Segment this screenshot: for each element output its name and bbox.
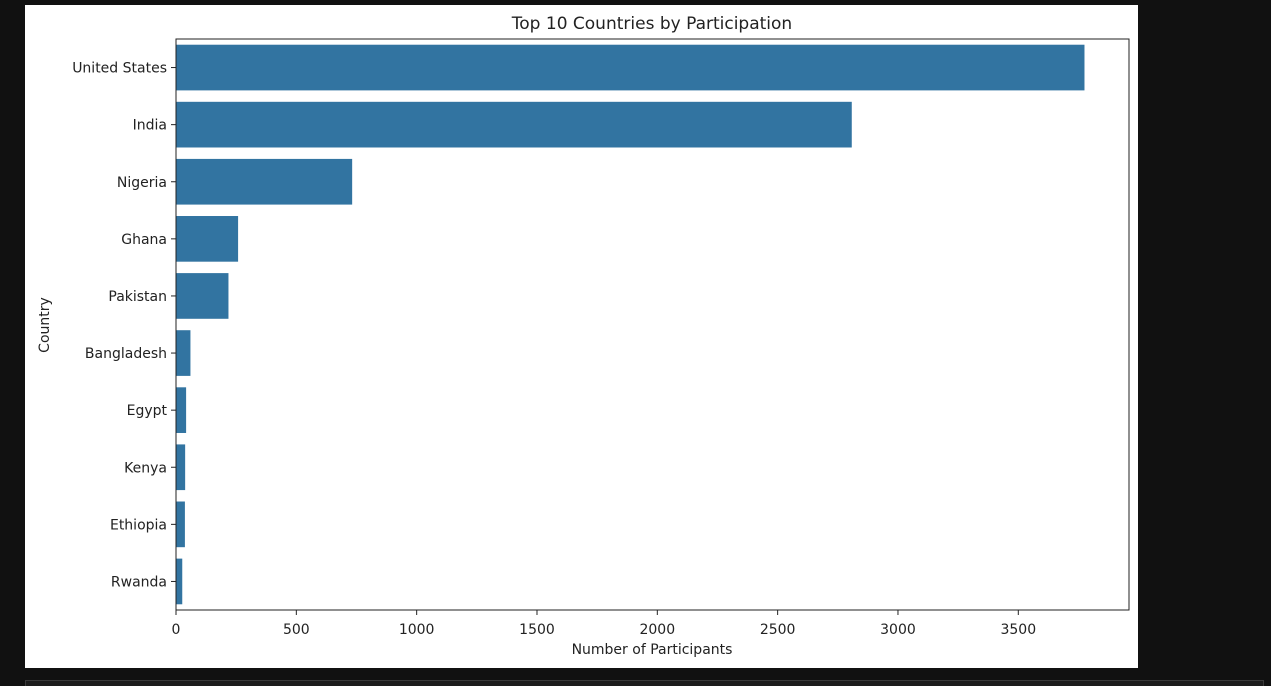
x-tick-label: 3000 [880,622,916,638]
plot-frame [175,38,1130,611]
bar-nigeria [176,158,353,205]
bar-chart: Top 10 Countries by Participation United… [37,14,1130,658]
chart-figure: Top 10 Countries by Participation United… [25,5,1138,668]
y-tick-label: Rwanda [111,574,167,590]
y-tick-label: Pakistan [108,289,167,305]
x-axis-ticks: 0 500 1000 1500 2000 2500 3000 3500 [172,610,1036,638]
bar-ethiopia [176,501,185,548]
x-tick-label: 2000 [639,622,675,638]
bar-ghana [176,216,239,262]
y-tick-label: Nigeria [117,175,167,191]
y-tick-label: Kenya [124,460,167,476]
bar-pakistan [176,273,229,319]
bar-bangladesh [176,330,191,376]
bar-india [176,101,852,148]
x-tick-label: 3500 [1000,622,1036,638]
x-tick-label: 1500 [519,622,555,638]
bar-kenya [176,444,186,491]
bar-rwanda [176,558,183,605]
x-tick-label: 500 [283,622,310,638]
bar-egypt [176,387,187,433]
x-axis-label: Number of Participants [572,642,733,658]
x-tick-label: 2500 [760,622,796,638]
bar-united-states [176,44,1085,91]
y-tick-label: United States [72,61,167,77]
y-axis-ticks: United States India Nigeria Ghana Pakistan Ba… [72,61,176,590]
y-tick-label: Bangladesh [85,346,167,362]
x-tick-label: 1000 [399,622,435,638]
y-tick-label: Egypt [127,403,168,419]
y-tick-label: Ghana [121,232,167,248]
chart-title: Top 10 Countries by Participation [511,14,792,34]
y-axis-label: Country [37,297,53,353]
bars-group [176,44,1085,605]
x-tick-label: 0 [172,622,181,638]
y-tick-label: Ethiopia [110,517,167,533]
output-cell-border [25,680,1264,686]
y-tick-label: India [133,118,167,134]
